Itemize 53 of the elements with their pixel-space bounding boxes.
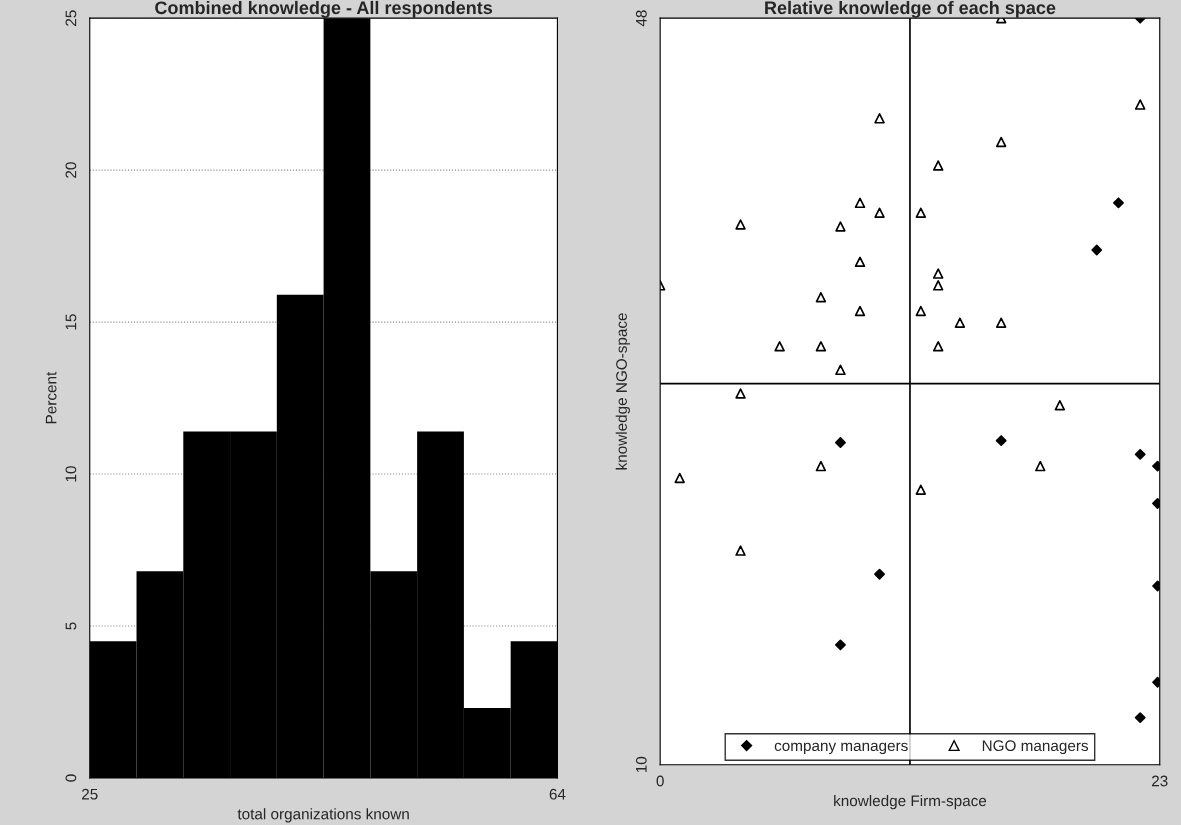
point <box>835 364 846 376</box>
point <box>774 341 785 352</box>
point <box>995 435 1007 447</box>
point <box>674 472 685 484</box>
point <box>932 160 944 171</box>
point <box>874 568 885 580</box>
point <box>815 460 827 472</box>
point <box>815 341 827 352</box>
legend-label: NGO managers <box>982 740 1089 755</box>
chart-title: Relative knowledge of each space <box>765 0 1056 18</box>
point <box>1091 244 1103 256</box>
point <box>815 291 827 303</box>
point <box>874 207 885 218</box>
point <box>735 219 746 230</box>
point <box>735 388 746 399</box>
legend-label: company managers <box>774 742 908 755</box>
point <box>1134 448 1146 460</box>
y-tick-label: 10 <box>65 466 77 482</box>
point <box>915 305 927 317</box>
point <box>995 136 1007 148</box>
y-tick-label: 15 <box>65 314 77 330</box>
point <box>995 317 1007 328</box>
point <box>854 305 866 317</box>
point <box>1035 460 1046 472</box>
point <box>874 113 885 124</box>
y-tick-label: 10 <box>635 756 647 773</box>
x-tick-label: 23 <box>1152 775 1168 787</box>
point <box>1113 197 1124 209</box>
point <box>932 341 944 352</box>
y-axis-title: knowledge NGO-space <box>615 313 630 470</box>
point <box>915 484 927 495</box>
x-axis-title: total organizations known <box>237 808 409 823</box>
point <box>1054 399 1066 411</box>
chart-title: Combined knowledge - All respondents <box>155 0 493 18</box>
point <box>915 207 927 218</box>
y-tick-label: 20 <box>65 162 77 178</box>
y-axis-title: Percent <box>45 371 57 424</box>
point <box>835 639 846 651</box>
y-tick-label: 25 <box>65 10 77 26</box>
point <box>854 256 866 268</box>
y-tick-label: 48 <box>635 10 647 27</box>
y-tick-label: 5 <box>65 622 77 630</box>
point <box>932 280 944 291</box>
point <box>835 437 846 448</box>
point <box>854 197 866 209</box>
point <box>835 221 846 232</box>
point <box>1134 99 1146 110</box>
point <box>932 268 944 279</box>
point <box>735 545 746 556</box>
x-axis-title: knowledge Firm-space <box>834 794 987 810</box>
point <box>1134 712 1146 724</box>
x-tick-label: 64 <box>549 788 566 800</box>
point <box>954 317 966 328</box>
